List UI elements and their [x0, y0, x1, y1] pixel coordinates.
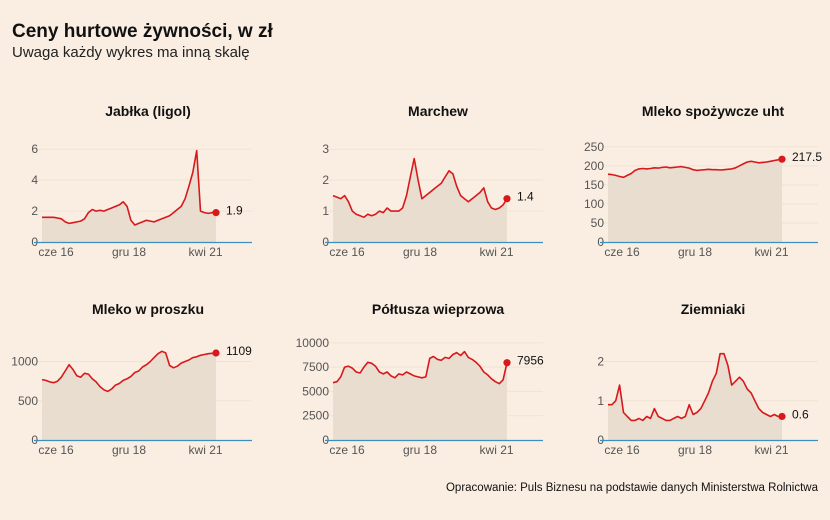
- last-value-label: 0.6: [792, 407, 809, 421]
- last-point-marker: [503, 195, 511, 203]
- last-point-marker: [212, 209, 220, 217]
- x-tick-label: kwi 21: [755, 245, 789, 259]
- x-tick-label: gru 18: [112, 443, 146, 457]
- x-tick-label: kwi 21: [755, 443, 789, 457]
- x-tick-label: cze 16: [604, 245, 640, 259]
- last-value-label: 1.9: [226, 204, 243, 218]
- x-tick-label: kwi 21: [189, 245, 223, 259]
- series-area: [333, 158, 507, 242]
- y-tick-label: 1000: [11, 355, 38, 369]
- chart-panel-5: Półtusza wieprzowa025005000750010000cze …: [296, 301, 544, 457]
- x-tick-label: kwi 21: [480, 245, 514, 259]
- last-value-label: 1.4: [517, 190, 534, 204]
- series-line: [41, 350, 217, 393]
- x-tick-label: cze 16: [604, 443, 640, 457]
- y-tick-label: 1: [322, 204, 329, 218]
- series-line: [332, 157, 508, 219]
- y-tick-label: 250: [584, 140, 604, 154]
- series-line: [42, 149, 216, 226]
- y-tick-label: 4: [31, 173, 38, 187]
- series-area: [608, 159, 782, 242]
- chart-title: Marchew: [408, 103, 468, 119]
- x-tick-label: kwi 21: [480, 443, 514, 457]
- y-tick-label: 2: [31, 204, 38, 218]
- last-value-label: 7956: [517, 354, 544, 368]
- series-area: [42, 351, 216, 440]
- x-tick-label: cze 16: [329, 443, 365, 457]
- y-tick-label: 2500: [302, 409, 329, 423]
- series-area: [333, 351, 507, 440]
- series-line: [608, 352, 782, 422]
- y-tick-label: 5000: [302, 384, 329, 398]
- x-tick-label: gru 18: [403, 245, 437, 259]
- series-area: [42, 150, 216, 242]
- x-tick-label: gru 18: [678, 443, 712, 457]
- y-tick-label: 200: [584, 159, 604, 173]
- y-tick-label: 10000: [296, 336, 330, 350]
- y-tick-label: 2: [597, 355, 604, 369]
- chart-panel-3: Mleko spożywcze uht050100150200250cze 16…: [584, 103, 822, 259]
- last-point-marker: [778, 155, 786, 163]
- last-point-marker: [503, 359, 511, 367]
- y-tick-label: 100: [584, 197, 604, 211]
- source-note: Opracowanie: Puls Biznesu na podstawie d…: [445, 482, 818, 494]
- y-tick-label: 3: [322, 142, 329, 156]
- chart-title: Ziemniaki: [681, 301, 746, 317]
- series-area: [608, 353, 782, 440]
- last-point-marker: [778, 412, 786, 421]
- last-value-label: 1109: [226, 344, 252, 358]
- y-tick-label: 150: [584, 178, 604, 192]
- x-tick-label: gru 18: [403, 443, 437, 457]
- chart-title: Mleko w proszku: [92, 301, 204, 317]
- chart-title: Półtusza wieprzowa: [372, 301, 504, 317]
- y-tick-label: 50: [591, 216, 605, 230]
- series-line: [607, 158, 783, 179]
- x-tick-label: kwi 21: [189, 443, 223, 457]
- chart-title: Mleko spożywcze uht: [642, 103, 785, 119]
- series-line: [332, 350, 508, 385]
- y-tick-label: 6: [31, 142, 38, 156]
- chart-title: Jabłka (ligol): [105, 103, 191, 119]
- last-value-label: 217.5: [792, 150, 822, 164]
- page-subtitle: Uwaga każdy wykres ma inną skalę: [12, 44, 250, 61]
- last-point-marker: [212, 349, 220, 357]
- y-tick-label: 500: [18, 394, 38, 408]
- x-tick-label: cze 16: [38, 245, 74, 259]
- page-title: Ceny hurtowe żywności, w zł: [12, 21, 273, 42]
- y-tick-label: 7500: [302, 360, 329, 374]
- x-tick-label: gru 18: [112, 245, 146, 259]
- x-tick-label: gru 18: [678, 245, 712, 259]
- x-tick-label: cze 16: [38, 443, 74, 457]
- y-tick-label: 1: [597, 394, 604, 408]
- x-tick-label: cze 16: [329, 245, 365, 259]
- y-tick-label: 2: [322, 173, 329, 187]
